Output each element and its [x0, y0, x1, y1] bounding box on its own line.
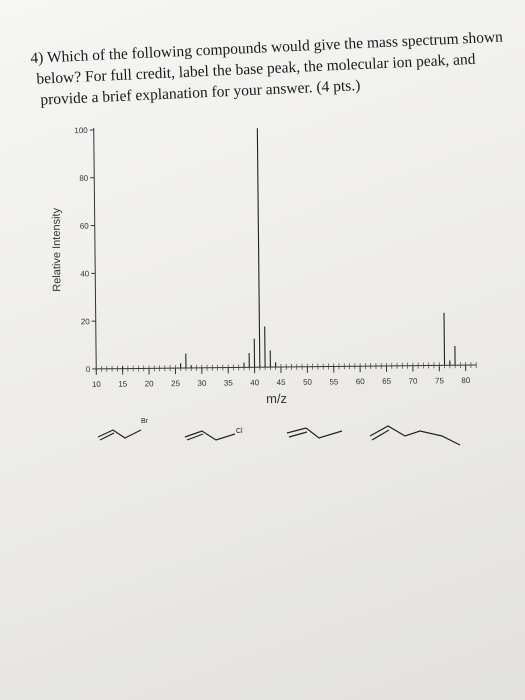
spectrum-peaks — [122, 128, 456, 369]
x-tick-label: 25 — [171, 379, 181, 388]
y-axis-ticks: 0 20 40 60 80 100 — [74, 126, 97, 374]
x-tick-label: 35 — [224, 378, 234, 387]
x-tick-label: 15 — [118, 380, 128, 389]
structure-allyl-bromide: Br — [97, 418, 149, 441]
double-bond-line — [99, 432, 115, 441]
y-axis-label: Relative Intensity — [51, 207, 64, 291]
x-tick-label: 30 — [197, 379, 207, 388]
x-tick-label: 65 — [382, 377, 392, 386]
x-tick-label: 50 — [303, 378, 313, 387]
mass-spectrum-chart: 0 20 40 60 80 100 10 15 20 25 30 35 40 45 50 55 60 65 70 7… — [51, 126, 477, 406]
structure-skeleton — [286, 427, 343, 439]
structure-1-butene — [286, 427, 343, 439]
structure-skeleton — [369, 425, 461, 446]
y-tick-label: 20 — [81, 317, 91, 326]
substituent-label: Br — [141, 418, 149, 425]
structure-skeleton — [184, 430, 236, 441]
x-tick-label: 80 — [461, 376, 471, 385]
structure-allyl-chloride: Cl — [184, 428, 243, 441]
y-axis — [93, 127, 97, 369]
peak-41 — [256, 128, 261, 368]
answer-structures: Br Cl — [97, 418, 461, 446]
y-tick-label: 60 — [80, 222, 90, 231]
y-tick-label: 40 — [80, 269, 90, 278]
x-tick-label: 45 — [277, 378, 287, 387]
structure-skeleton — [97, 429, 142, 439]
double-bond-line — [186, 433, 204, 441]
peak-76 — [443, 312, 446, 366]
y-tick-label: 0 — [86, 365, 91, 374]
x-tick-label: 40 — [250, 378, 260, 387]
x-tick-label: 70 — [409, 377, 419, 386]
double-bond-line — [288, 431, 308, 438]
x-tick-label: 55 — [329, 377, 339, 386]
substituent-label: Cl — [236, 428, 243, 435]
x-axis-label: m/z — [266, 391, 287, 406]
x-tick-label: 60 — [356, 377, 366, 386]
y-tick-label: 80 — [79, 174, 89, 183]
x-tick-label: 20 — [145, 379, 155, 388]
x-tick-label: 10 — [92, 380, 102, 389]
x-axis-ticks: 10 15 20 25 30 35 40 45 50 55 60 65 70 75 80 — [92, 365, 471, 389]
x-axis-minor-ticks — [95, 361, 477, 372]
y-tick-label: 100 — [74, 126, 88, 135]
double-bond-line — [371, 429, 390, 441]
structure-1-pentene — [369, 425, 461, 446]
x-tick-label: 75 — [435, 376, 445, 385]
